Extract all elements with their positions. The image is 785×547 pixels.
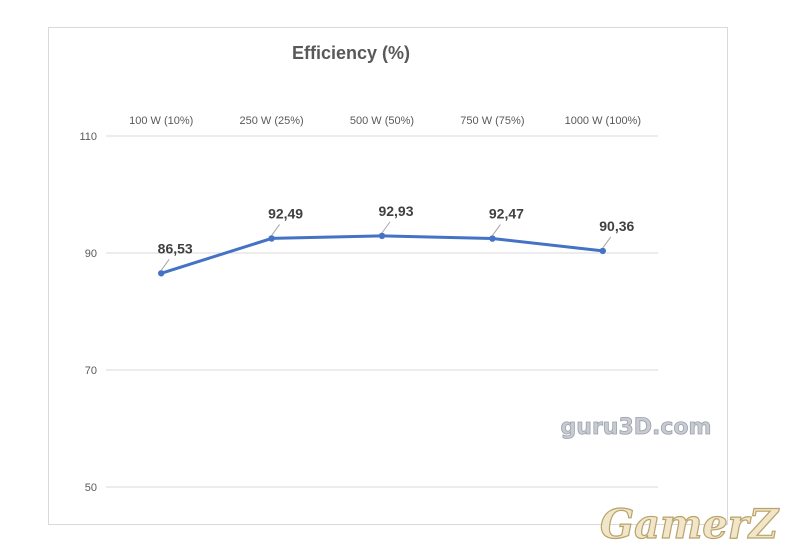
data-label: 92,47 (489, 206, 524, 222)
x-tick-label: 1000 W (100%) (565, 115, 641, 127)
x-tick-label: 750 W (75%) (460, 115, 524, 127)
label-leader-line (381, 221, 391, 234)
label-leader-line (491, 224, 501, 236)
data-label: 90,36 (599, 218, 634, 234)
label-leader-line (271, 224, 281, 236)
x-tick-label: 250 W (25%) (239, 115, 303, 127)
chart-title: Efficiency (%) (292, 43, 410, 63)
gridlines (106, 135, 658, 488)
label-leader-line (602, 236, 612, 249)
data-point (158, 270, 165, 277)
data-label: 92,49 (268, 205, 303, 221)
data-point (599, 247, 606, 255)
series-line (159, 234, 605, 275)
data-point (378, 232, 386, 240)
gamerz-watermark: GamerZ (600, 501, 780, 547)
data-point (268, 235, 275, 242)
y-tick-label: 50 (85, 482, 97, 494)
data-label: 86,53 (158, 240, 193, 256)
data-labels: 86,53 92,49 92,93 92,47 90,36 (158, 203, 635, 271)
data-point (489, 235, 496, 242)
efficiency-series (158, 232, 606, 277)
y-tick-label: 70 (85, 365, 97, 377)
x-tick-label: 100 W (10%) (129, 115, 193, 127)
y-tick-label: 90 (85, 248, 97, 260)
y-axis-tick-labels: 110 90 70 50 (79, 131, 97, 494)
x-axis-tick-labels: 100 W (10%) 250 W (25%) 500 W (50%) 750 W (… (129, 115, 641, 127)
x-tick-label: 500 W (50%) (350, 115, 414, 127)
data-label: 92,93 (378, 203, 413, 219)
y-tick-label: 110 (79, 131, 97, 143)
guru3d-watermark: guru3D.com (561, 415, 712, 440)
label-leader-line (160, 259, 170, 271)
